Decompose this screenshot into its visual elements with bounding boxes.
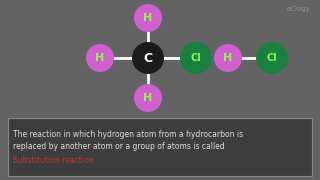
Text: H: H [143,13,153,23]
Text: H: H [143,93,153,103]
Text: Cl: Cl [267,53,277,63]
Circle shape [134,84,162,112]
Text: H: H [223,53,233,63]
Circle shape [86,44,114,72]
Text: replaced by another atom or a group of atoms is called: replaced by another atom or a group of a… [13,142,225,151]
Text: C: C [143,51,153,64]
Text: The reaction in which hydrogen atom from a hydrocarbon is: The reaction in which hydrogen atom from… [13,130,243,139]
Text: Cl: Cl [191,53,201,63]
Text: Substitution reaction.: Substitution reaction. [13,156,96,165]
Text: H: H [95,53,105,63]
Circle shape [132,42,164,74]
FancyBboxPatch shape [8,118,312,176]
Circle shape [180,42,212,74]
Circle shape [256,42,288,74]
Text: eCiogy: eCiogy [286,6,310,12]
Circle shape [134,4,162,32]
Circle shape [214,44,242,72]
